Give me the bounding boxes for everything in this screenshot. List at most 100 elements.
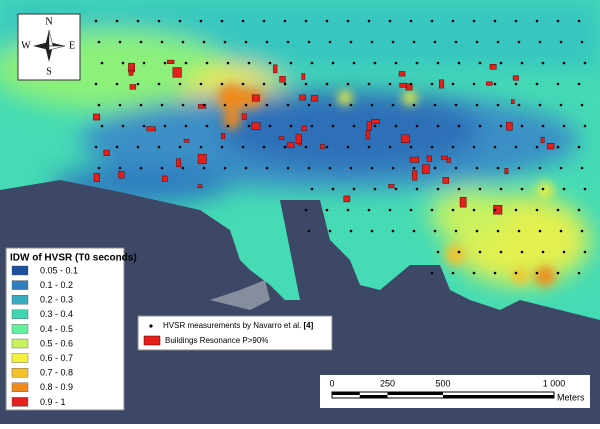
measurement-point: [310, 187, 314, 191]
measurement-point: [328, 103, 332, 107]
legend-label: 0.7 - 0.8: [40, 368, 73, 378]
measurement-point: [226, 61, 230, 65]
legend-label: 0.1 - 0.2: [40, 280, 73, 290]
measurement-points: [94, 19, 587, 275]
measurement-point: [205, 124, 209, 128]
measurement-point: [475, 40, 479, 44]
measurement-point: [139, 166, 143, 170]
legend-label: 0.4 - 0.5: [40, 324, 73, 334]
measurement-point: [118, 166, 122, 170]
measurement-point: [556, 82, 560, 86]
measurement-point: [391, 229, 395, 233]
measurement-point: [478, 187, 482, 191]
building: [241, 113, 247, 120]
measurement-point: [517, 40, 521, 44]
measurement-point: [247, 61, 251, 65]
measurement-point: [262, 145, 266, 149]
legend-swatch: [11, 265, 29, 276]
measurement-point: [220, 19, 224, 23]
measurement-point: [577, 82, 581, 86]
measurement-point: [346, 145, 350, 149]
measurement-point: [475, 229, 479, 233]
measurement-point: [325, 19, 329, 23]
measurement-point: [415, 61, 419, 65]
measurement-point: [415, 124, 419, 128]
measurement-point: [451, 145, 455, 149]
measurement-point: [433, 40, 437, 44]
measurement-point: [352, 61, 356, 65]
measurement-point: [409, 82, 413, 86]
measurement-point: [433, 166, 437, 170]
measurement-point: [412, 40, 416, 44]
measurement-point: [538, 103, 542, 107]
measurement-point: [97, 166, 101, 170]
measurement-point: [583, 61, 587, 65]
building: [459, 196, 467, 208]
measurement-point: [535, 145, 539, 149]
measurement-point: [178, 19, 182, 23]
measurement-point: [493, 82, 497, 86]
building: [366, 121, 372, 131]
measurement-point: [496, 40, 500, 44]
measurement-point: [136, 19, 140, 23]
building: [118, 170, 125, 179]
legend-swatch: [11, 353, 29, 363]
building: [301, 73, 306, 80]
measurement-point: [517, 229, 521, 233]
building: [251, 122, 261, 130]
measurement-point: [367, 82, 371, 86]
measurement-point: [202, 40, 206, 44]
measurement-point: [580, 103, 584, 107]
measurement-point: [559, 40, 563, 44]
measurement-point: [199, 19, 203, 23]
building: [412, 170, 418, 181]
measurement-point: [370, 166, 374, 170]
measurement-point: [304, 208, 308, 212]
scale-unit: Meters: [557, 392, 585, 402]
measurement-point: [373, 187, 377, 191]
measurement-point: [286, 40, 290, 44]
measurement-point: [310, 124, 314, 128]
measurement-point: [352, 124, 356, 128]
measurement-point: [409, 208, 413, 212]
building: [278, 136, 285, 140]
measurement-point: [541, 187, 545, 191]
measurement-point: [577, 208, 581, 212]
measurement-point: [388, 208, 392, 212]
measurement-point: [304, 145, 308, 149]
legend-swatch: [11, 309, 29, 319]
legend-swatch: [11, 368, 29, 378]
measurement-point: [265, 40, 269, 44]
measurement-point: [142, 124, 146, 128]
building: [510, 99, 515, 105]
building: [279, 76, 286, 83]
measurement-point: [409, 145, 413, 149]
measurement-point: [457, 187, 461, 191]
measurement-point: [184, 61, 188, 65]
building: [286, 142, 295, 148]
measurement-point: [559, 229, 563, 233]
legend-label: 0.9 - 1: [40, 397, 66, 407]
scale-label: 250: [380, 378, 395, 388]
measurement-point: [472, 208, 476, 212]
measurement-point: [115, 82, 119, 86]
measurement-point: [412, 229, 416, 233]
measurement-point: [349, 103, 353, 107]
measurement-point: [331, 187, 335, 191]
measurement-point: [556, 271, 560, 275]
measurement-point: [496, 103, 500, 107]
measurement-point: [493, 145, 497, 149]
measurement-point: [388, 19, 392, 23]
building: [161, 175, 168, 182]
measurement-point: [475, 103, 479, 107]
measurement-point: [346, 208, 350, 212]
measurement-point: [541, 124, 545, 128]
measurement-point: [331, 124, 335, 128]
building: [446, 157, 451, 163]
measurement-point: [247, 124, 251, 128]
measurement-point: [331, 61, 335, 65]
measurement-point: [370, 40, 374, 44]
measurement-point: [370, 103, 374, 107]
measurement-point: [220, 145, 224, 149]
measurement-point: [535, 271, 539, 275]
